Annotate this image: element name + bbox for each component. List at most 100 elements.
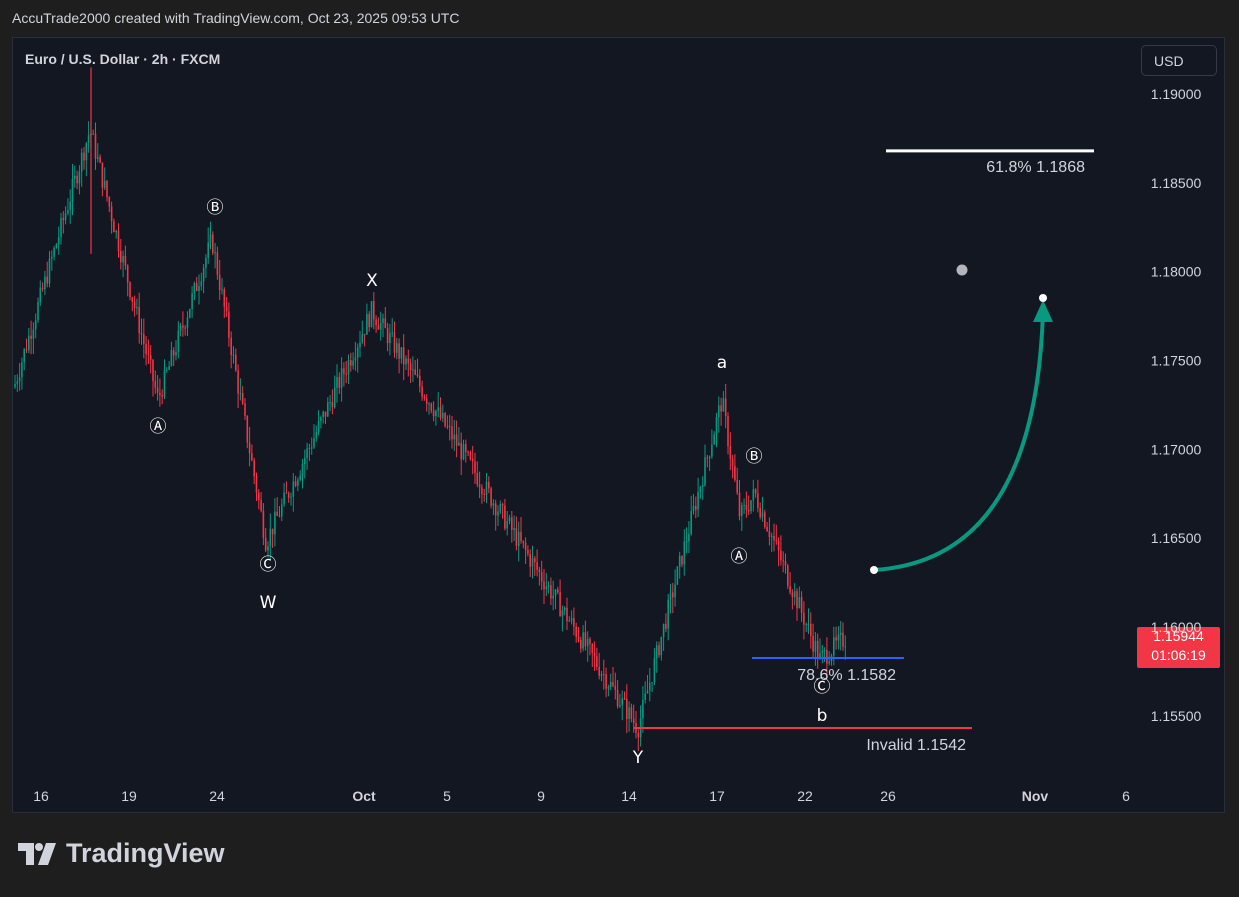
- candle-body: [688, 534, 690, 542]
- candle-body: [271, 528, 274, 535]
- candle-body: [573, 618, 575, 627]
- candle-body: [828, 661, 830, 664]
- candle-body: [837, 634, 840, 641]
- candle-body: [69, 201, 71, 211]
- candle-body: [409, 363, 412, 371]
- candle-body: [375, 319, 377, 326]
- candle-body: [628, 707, 630, 720]
- symbol-title[interactable]: Euro / U.S. Dollar · 2h · FXCM: [25, 51, 221, 67]
- candle-body: [736, 480, 738, 493]
- candle-body: [172, 350, 175, 356]
- candle-body: [414, 369, 416, 375]
- candle-body: [366, 313, 368, 335]
- candle-body: [603, 674, 605, 676]
- candle-body: [373, 301, 375, 320]
- candle-body: [398, 343, 400, 359]
- wave-label: a: [717, 353, 727, 373]
- candle-body: [467, 451, 469, 453]
- candle-body: [591, 644, 594, 653]
- wave-label: Ⓑ: [207, 198, 224, 218]
- candle-body: [575, 626, 577, 637]
- candle-body: [681, 555, 683, 565]
- currency-button[interactable]: USD: [1141, 45, 1217, 76]
- candle-body: [55, 244, 58, 248]
- last-price-value: 1.15944: [1153, 628, 1204, 644]
- candle-body: [350, 360, 352, 366]
- x-tick-label: 26: [880, 788, 896, 804]
- candle-body: [626, 698, 628, 720]
- candle-body: [113, 221, 115, 233]
- candle-body: [163, 369, 166, 397]
- candle-body: [110, 206, 113, 222]
- candle-body: [708, 456, 711, 458]
- x-tick-label: 19: [121, 788, 137, 804]
- candle-body: [285, 492, 288, 494]
- candle-body: [276, 511, 278, 516]
- candle-body: [770, 535, 773, 537]
- candle-body: [304, 457, 306, 465]
- candle-body: [354, 357, 357, 361]
- candle-body: [513, 528, 515, 530]
- bar-countdown: 01:06:19: [1151, 647, 1206, 663]
- brand-name: TradingView: [66, 838, 225, 868]
- candle-body: [92, 133, 94, 135]
- chart-panel[interactable]: Euro / U.S. Dollar · 2h · FXCM USD 1.159…: [12, 37, 1225, 813]
- candle-body: [621, 698, 623, 705]
- candle-body: [649, 682, 651, 691]
- candle-body: [474, 461, 476, 473]
- candle-body: [182, 325, 184, 328]
- candle-body: [812, 635, 814, 652]
- candle-body: [738, 492, 741, 517]
- candle-body: [336, 377, 338, 388]
- candle-body: [101, 162, 104, 188]
- candle-body: [230, 337, 232, 356]
- candle-body: [432, 410, 435, 417]
- candle-body: [322, 411, 324, 418]
- candle-body: [481, 487, 483, 494]
- candle-body: [74, 175, 76, 179]
- candle-body: [499, 504, 502, 512]
- candle-body: [25, 349, 28, 351]
- y-tick-label: 1.16000: [1151, 619, 1202, 635]
- candle-body: [340, 368, 343, 388]
- candle-body: [538, 569, 541, 573]
- candle-body: [816, 640, 819, 659]
- candle-body: [540, 572, 543, 582]
- candle-body: [761, 512, 764, 518]
- candle-body: [435, 410, 437, 417]
- candle-body: [313, 437, 315, 448]
- y-tick-label: 1.17000: [1151, 441, 1202, 457]
- candle-body: [356, 347, 359, 358]
- candle-body: [780, 550, 782, 561]
- candle-body: [550, 585, 552, 599]
- candle-body: [94, 133, 97, 159]
- fib-618-label: 61.8% 1.1868: [986, 159, 1085, 176]
- candle-body: [676, 566, 679, 585]
- candle-body: [239, 393, 242, 395]
- candle-body: [207, 242, 209, 258]
- candle-body: [241, 393, 244, 404]
- candle-body: [582, 632, 584, 649]
- candle-body: [465, 444, 467, 452]
- wave-label: Ⓐ: [731, 547, 748, 567]
- candle-body: [722, 398, 725, 412]
- candle-body: [147, 354, 150, 356]
- candle-body: [782, 560, 784, 562]
- candle-body: [678, 555, 681, 567]
- candle-body: [706, 457, 709, 459]
- candle-body: [655, 645, 658, 659]
- candle-body: [202, 267, 205, 282]
- candle-body: [264, 537, 267, 551]
- candle-body: [262, 510, 265, 538]
- candle-body: [764, 512, 766, 527]
- candle-body: [632, 718, 635, 724]
- candle-body: [598, 666, 600, 676]
- candle-body: [18, 377, 21, 382]
- candle-body: [184, 327, 186, 329]
- candle-body: [46, 276, 48, 284]
- projection-arrowhead: [1033, 300, 1053, 322]
- candle-body: [586, 638, 589, 647]
- candle-body: [363, 334, 366, 336]
- candle-body: [690, 511, 692, 535]
